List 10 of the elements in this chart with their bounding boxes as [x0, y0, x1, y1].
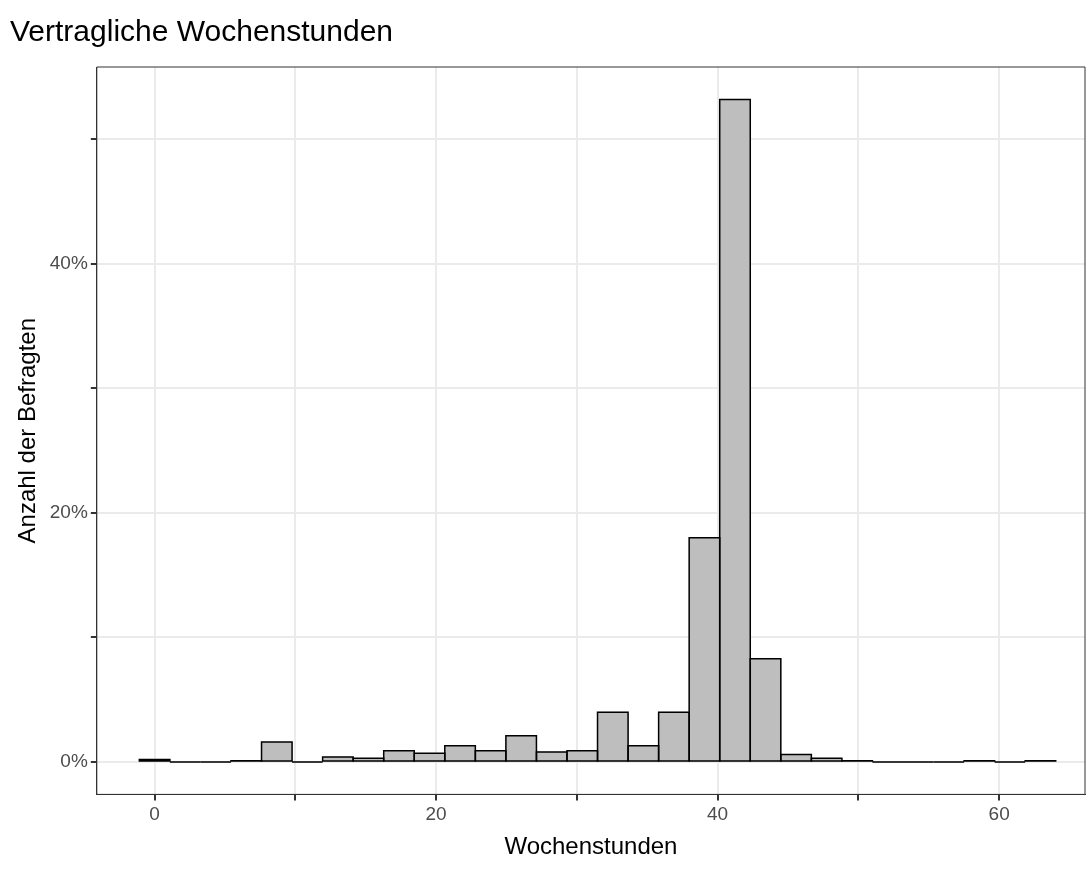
x-tick-label: 60	[988, 803, 1010, 825]
y-tick-label: 20%	[49, 501, 88, 523]
y-axis-title: Anzahl der Befragten	[13, 317, 41, 544]
x-tick-label: 0	[149, 803, 160, 825]
x-axis-title: Wochenstunden	[504, 832, 678, 860]
chart-title: Vertragliche Wochenstunden	[10, 14, 394, 48]
x-tick-label: 40	[707, 803, 729, 825]
x-tick-label: 20	[425, 803, 447, 825]
y-tick-label: 0%	[60, 750, 88, 772]
y-tick-label: 40%	[49, 252, 88, 274]
